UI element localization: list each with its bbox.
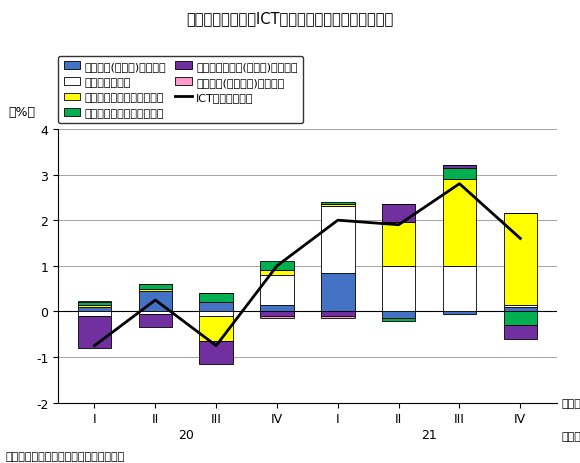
Bar bbox=[321, 202, 354, 205]
Text: 20: 20 bbox=[178, 428, 194, 441]
Bar bbox=[78, 305, 111, 307]
Bar bbox=[321, 273, 354, 312]
Bar bbox=[139, 284, 172, 289]
Bar bbox=[200, 294, 233, 303]
Bar bbox=[200, 303, 233, 312]
Bar bbox=[503, 214, 537, 305]
Bar bbox=[260, 305, 293, 312]
Bar bbox=[139, 312, 172, 314]
Bar bbox=[443, 266, 476, 312]
Bar bbox=[503, 307, 537, 312]
Bar bbox=[260, 312, 293, 316]
Bar bbox=[382, 319, 415, 321]
Text: （出所）財務省「貿易統計」から作成。: （出所）財務省「貿易統計」から作成。 bbox=[6, 450, 125, 461]
Bar bbox=[78, 303, 111, 305]
Text: （期）: （期） bbox=[562, 398, 580, 408]
Bar bbox=[443, 166, 476, 169]
Bar bbox=[321, 312, 354, 316]
Bar bbox=[200, 312, 233, 316]
Bar bbox=[382, 223, 415, 266]
Bar bbox=[321, 207, 354, 273]
Bar bbox=[443, 169, 476, 180]
Text: 輸入総額に占めるICT関連輸入（品目別）の寄与度: 輸入総額に占めるICT関連輸入（品目別）の寄与度 bbox=[186, 12, 394, 26]
Bar bbox=[78, 307, 111, 312]
Bar bbox=[200, 316, 233, 341]
Bar bbox=[382, 312, 415, 319]
Bar bbox=[260, 316, 293, 319]
Legend: 電算機類(含部品)・寄与度, 通信機・寄与度, 半導体等電子部品・寄与度, 半導体等製造装置・寄与度, 音響・映像機器(含部品)・寄与度, 記録媒体(含記録済): 電算機類(含部品)・寄与度, 通信機・寄与度, 半導体等電子部品・寄与度, 半導… bbox=[58, 56, 303, 124]
Bar bbox=[139, 291, 172, 312]
Bar bbox=[78, 312, 111, 316]
Bar bbox=[503, 325, 537, 339]
Bar bbox=[139, 289, 172, 291]
Bar bbox=[78, 302, 111, 303]
Bar bbox=[321, 205, 354, 207]
Bar bbox=[382, 266, 415, 312]
Bar bbox=[78, 316, 111, 348]
Bar bbox=[260, 262, 293, 271]
Bar bbox=[139, 314, 172, 328]
Bar bbox=[321, 316, 354, 319]
Bar bbox=[503, 312, 537, 325]
Bar bbox=[260, 275, 293, 305]
Text: （年）: （年） bbox=[562, 431, 580, 441]
Bar bbox=[503, 305, 537, 307]
Text: （%）: （%） bbox=[8, 106, 35, 119]
Bar bbox=[200, 341, 233, 364]
Bar bbox=[260, 271, 293, 275]
Bar bbox=[382, 205, 415, 223]
Bar bbox=[443, 180, 476, 266]
Bar bbox=[443, 312, 476, 314]
Text: 21: 21 bbox=[421, 428, 437, 441]
